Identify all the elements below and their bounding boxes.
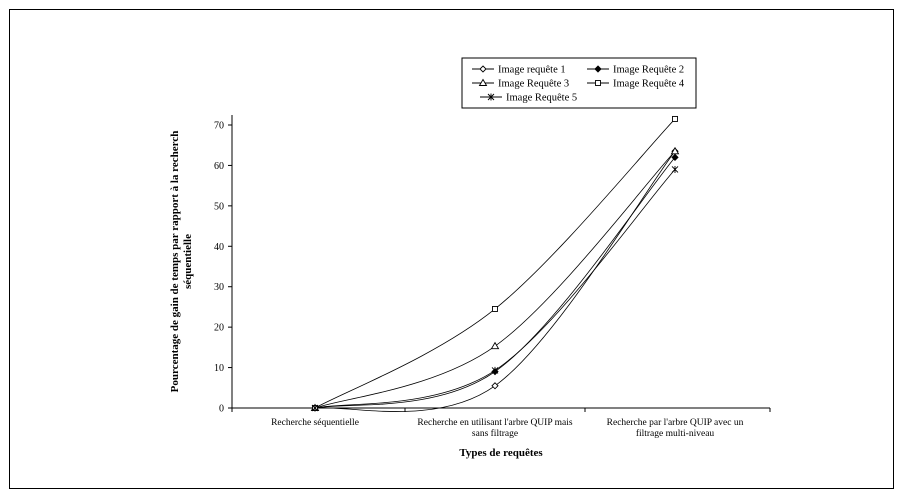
- y-axis-title: Pourcentage de gain de temps par rapport…: [169, 131, 194, 393]
- series-line-4: [314, 118, 676, 409]
- y-axis-title-text: Pourcentage de gain de temps par rapport…: [169, 131, 194, 393]
- y-tick-label: 0: [219, 404, 224, 415]
- legend-label: Image Requête 4: [613, 79, 685, 90]
- series-markers: [310, 115, 680, 412]
- series-line-1: [314, 151, 676, 412]
- series-5-point: [491, 366, 499, 374]
- y-tick-label: 40: [214, 242, 224, 253]
- legend: Image requête 1 Image Requête 2 Image Requ…: [461, 57, 697, 109]
- series-4-point: [492, 306, 498, 312]
- legend-label: Image Requête 3: [498, 79, 569, 90]
- y-tick-label: 70: [214, 121, 224, 132]
- series-line-2: [314, 157, 676, 409]
- x-tick-label-line: Recherche en utilisant l'arbre QUIP mais: [417, 418, 572, 428]
- series-2-point: [671, 153, 679, 161]
- y-tick-label: 50: [214, 201, 224, 212]
- legend-label: Image Requête 2: [613, 65, 684, 76]
- y-tick-label: 20: [214, 323, 224, 334]
- series-3-point: [670, 146, 680, 155]
- y-axis-title-line: Pourcentage de gain de temps par rapport…: [169, 131, 181, 393]
- legend-label: Image Requête 5: [506, 93, 577, 104]
- legend-label: Image requête 1: [498, 65, 566, 76]
- series-3-point: [490, 341, 500, 350]
- series-1-point: [491, 382, 499, 390]
- x-tick-label-line: sans filtrage: [472, 428, 518, 439]
- x-tick-label: Recherche en utilisant l'arbre QUIP mais…: [417, 418, 572, 439]
- legend-swatch-marker: [479, 65, 487, 73]
- x-tick-label: Recherche séquentielle: [271, 418, 359, 428]
- legend-box: [461, 57, 697, 109]
- series-5-point: [311, 404, 319, 412]
- y-tick-label: 10: [214, 363, 224, 374]
- legend-swatch-marker: [594, 65, 602, 73]
- y-axis-title-line: séquentielle: [182, 234, 194, 289]
- series-line-3: [314, 151, 676, 409]
- axes: [231, 115, 770, 409]
- series-5-point: [671, 165, 679, 173]
- x-axis-ticks: Recherche séquentielle Recherche en utili…: [231, 408, 771, 439]
- legend-swatch-marker: [595, 80, 601, 86]
- x-axis-title: Types de requêtes: [459, 447, 543, 459]
- y-axis-ticks: 0 10 20 30 40 50 60 70: [214, 121, 232, 415]
- x-tick-label-line: Recherche par l'arbre QUIP avec un: [607, 418, 744, 428]
- x-tick-label-line: filtrage multi-niveau: [636, 428, 715, 439]
- series-4-point: [672, 115, 678, 122]
- legend-swatch-marker: [487, 93, 495, 101]
- x-tick-label: Recherche par l'arbre QUIP avec un filtra…: [607, 418, 744, 439]
- y-tick-label: 30: [214, 282, 224, 293]
- legend-swatch-marker: [478, 78, 488, 86]
- chart-frame: 0 10 20 30 40 50 60 70 Recherche séquentielle Re…: [9, 9, 894, 489]
- y-tick-label: 60: [214, 161, 224, 172]
- series-line-5: [314, 169, 676, 409]
- x-tick-label-line: Recherche séquentielle: [271, 418, 359, 428]
